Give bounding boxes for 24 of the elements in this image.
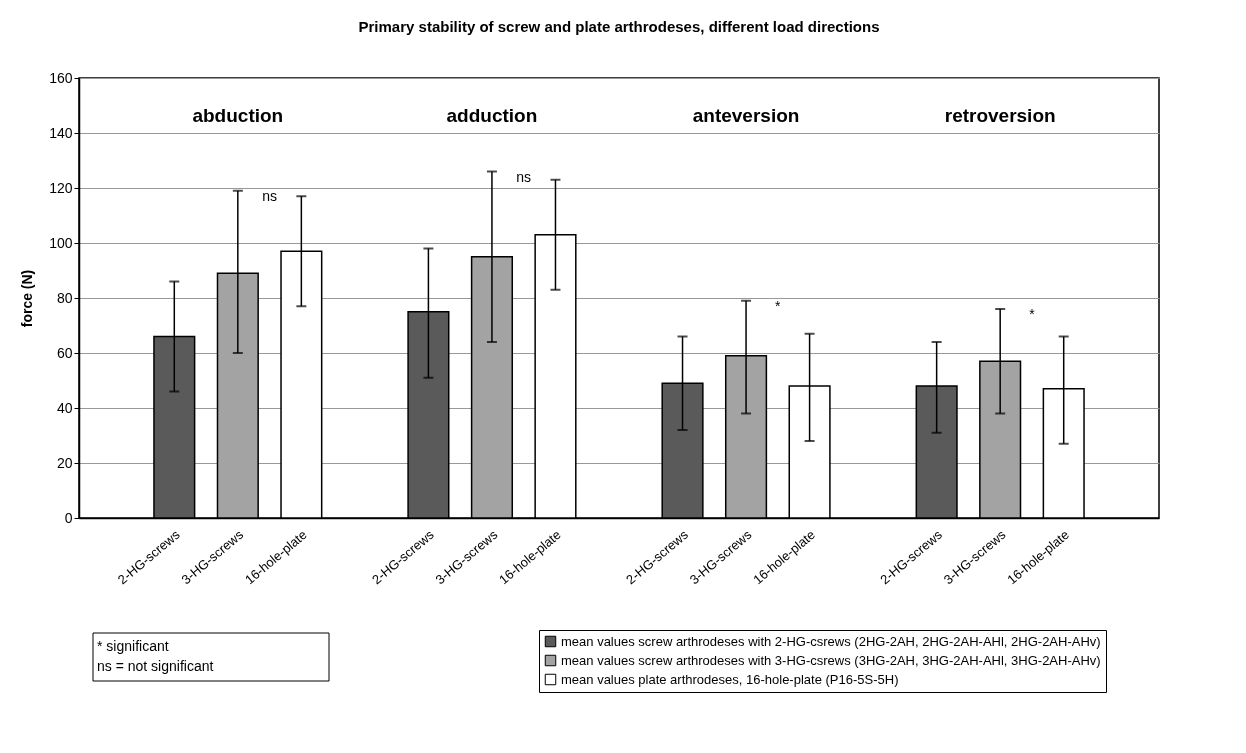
y-tick-label: 140 <box>49 124 73 141</box>
y-axis-title: force (N) <box>19 269 36 328</box>
y-tick-label: 20 <box>56 454 73 471</box>
y-tick-label: 160 <box>49 69 73 86</box>
annotation: anteversion <box>692 105 800 126</box>
y-tick-label: 100 <box>49 234 73 251</box>
chart-title: Primary stability of screw and plate arthrodeses, different load directions <box>358 18 880 35</box>
annotation: * <box>775 297 782 314</box>
legend-label: mean values plate arthrodeses, 16-hole-plate (P16-5S-5H) <box>561 671 899 687</box>
annotation: abduction <box>192 105 284 126</box>
annotation: ns <box>516 168 532 185</box>
annotation: retroversion <box>944 105 1056 126</box>
y-tick-label: 120 <box>49 179 73 196</box>
y-tick-label: 80 <box>56 289 73 306</box>
legend-label: mean values screw arthrodeses with 3-HG-csrews (3HG-2AH, 3HG-2AH-AHl, 3HG-2AH-AHv) <box>561 652 1101 668</box>
annotation: * <box>1029 306 1036 322</box>
annotation: adduction <box>446 105 538 126</box>
y-tick-label: 60 <box>56 344 73 361</box>
text: * significant <box>97 638 169 654</box>
y-tick-label: 0 <box>64 509 73 526</box>
text: ns = not significant <box>97 658 214 674</box>
legend-label: mean values screw arthrodeses with 2-HG-csrews (2HG-2AH, 2HG-2AH-AHl, 2HG-2AH-AHv) <box>561 633 1101 649</box>
y-tick-label: 40 <box>56 399 73 416</box>
annotation: ns <box>262 187 277 204</box>
